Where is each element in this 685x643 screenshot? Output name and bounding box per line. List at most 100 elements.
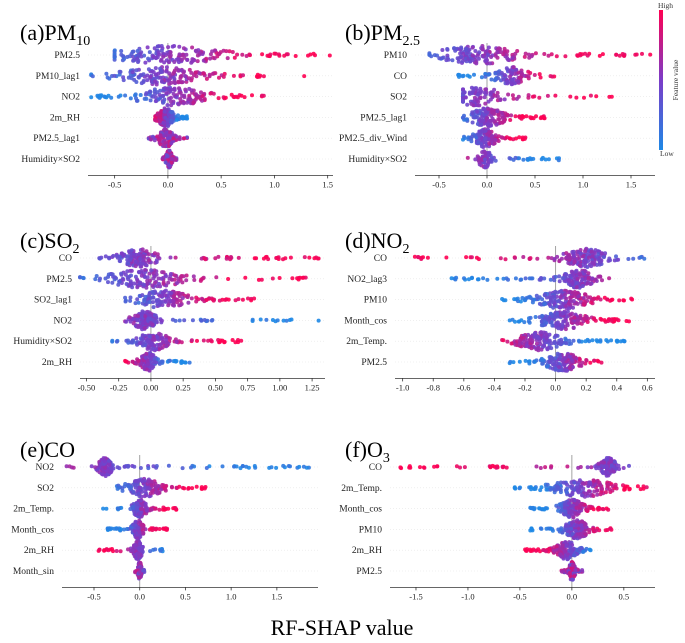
shap-point — [200, 486, 205, 491]
shap-point — [502, 46, 507, 51]
shap-point — [592, 316, 596, 321]
shap-point — [158, 112, 163, 117]
shap-point — [121, 75, 126, 80]
shap-point — [512, 297, 517, 302]
shap-point — [547, 332, 552, 337]
shap-point — [469, 255, 474, 260]
shap-point — [114, 549, 119, 553]
shap-point — [159, 359, 164, 364]
shap-point — [519, 277, 524, 282]
shap-point — [470, 120, 475, 125]
shap-point — [517, 338, 522, 343]
shap-point — [199, 318, 204, 323]
beeswarm-e-3 — [105, 518, 170, 540]
shap-point — [233, 298, 238, 303]
shap-point — [214, 275, 219, 280]
shap-point — [470, 53, 475, 58]
shap-point — [151, 337, 155, 342]
shap-point — [103, 254, 108, 259]
shap-point — [148, 74, 153, 79]
shap-point — [139, 81, 144, 86]
shap-point — [160, 345, 165, 350]
shap-point — [135, 56, 140, 61]
shap-point — [164, 344, 169, 349]
shap-point — [165, 118, 170, 122]
shap-point — [163, 160, 168, 165]
shap-point — [538, 75, 543, 80]
feature-label-c-2: SO2_lag1 — [34, 296, 72, 306]
shap-point — [483, 101, 488, 106]
shap-point — [488, 465, 493, 470]
feature-label-a-5: Humidity×SO2 — [21, 155, 80, 165]
shap-point — [252, 464, 257, 468]
beeswarm-a-4 — [146, 127, 190, 149]
x-tick-label-b-4: 1.5 — [626, 179, 637, 189]
shap-point — [210, 297, 215, 302]
shap-point — [170, 110, 175, 115]
shap-point — [507, 58, 512, 63]
shap-point — [202, 256, 207, 261]
shap-point — [128, 295, 133, 300]
shap-point — [162, 143, 167, 148]
shap-point — [130, 285, 135, 290]
beeswarm-e-0 — [64, 456, 311, 478]
shap-point — [106, 272, 111, 277]
shap-point — [159, 318, 164, 323]
shap-point — [552, 315, 557, 320]
shap-point — [190, 59, 195, 64]
shap-point — [235, 95, 240, 100]
shap-point — [601, 255, 606, 260]
shap-point — [523, 51, 528, 56]
shap-point — [249, 298, 254, 303]
shap-point — [555, 321, 559, 326]
shap-point — [616, 257, 621, 262]
shap-point — [489, 77, 494, 82]
feature-label-e-3: Month_cos — [11, 525, 54, 535]
shap-point — [198, 97, 203, 101]
panel-e: (e)CO-0.5 0.0 0.5 1.0 1.5NO2SO22m_Temp.Month… — [11, 437, 318, 601]
shap-point — [157, 293, 162, 298]
shap-point — [528, 256, 533, 261]
shap-point — [174, 95, 179, 100]
x-tick-label-e-1: 0.0 — [134, 591, 145, 601]
shap-point — [178, 90, 183, 95]
shap-point — [183, 87, 188, 92]
shap-point — [475, 97, 479, 102]
shap-point — [567, 273, 572, 278]
shap-point — [553, 93, 558, 98]
shap-point — [486, 45, 491, 50]
shap-point — [153, 481, 158, 486]
shap-point — [222, 71, 227, 76]
panel-title-d: (d)NO2 — [345, 228, 409, 257]
shap-point — [169, 80, 174, 85]
shap-point — [465, 73, 470, 78]
shap-point — [136, 75, 141, 80]
shap-point — [250, 93, 254, 98]
shap-point — [140, 333, 145, 338]
x-tick-label-f-0: -1.5 — [409, 591, 422, 601]
shap-point — [456, 72, 461, 77]
shap-point — [173, 359, 178, 364]
shap-point — [250, 317, 255, 322]
feature-label-a-1: PM10_lag1 — [36, 72, 81, 82]
shap-point — [605, 484, 610, 489]
shap-point — [71, 465, 76, 470]
shap-point — [259, 277, 264, 282]
shap-point — [147, 291, 152, 296]
shap-point — [312, 256, 317, 261]
shap-point — [140, 321, 145, 326]
beeswarm-b-5 — [465, 149, 561, 170]
shap-point — [129, 248, 134, 253]
shap-point — [110, 338, 115, 343]
shap-point — [580, 277, 585, 282]
shap-point — [153, 99, 158, 104]
shap-point — [598, 492, 603, 497]
shap-point — [163, 488, 168, 493]
shap-point — [555, 481, 560, 485]
shap-point — [495, 109, 500, 114]
shap-point — [153, 527, 158, 532]
shap-point — [121, 253, 126, 257]
shap-point — [477, 133, 482, 138]
shap-point — [302, 74, 307, 79]
shap-point — [444, 255, 449, 260]
